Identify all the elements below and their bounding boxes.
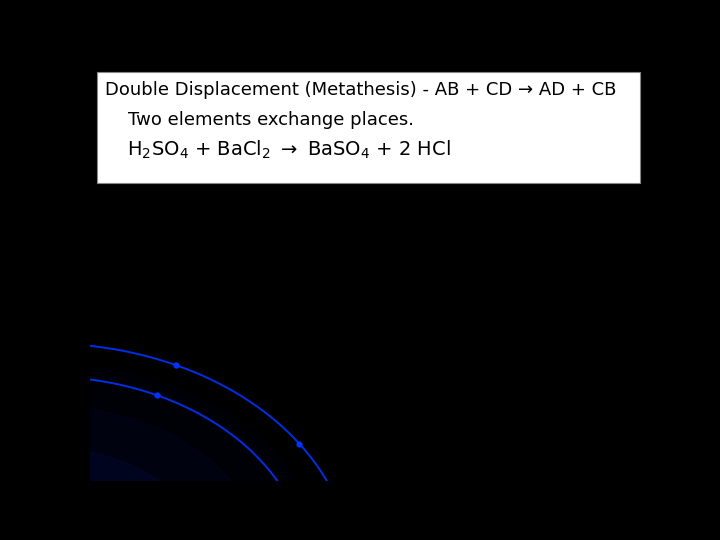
Circle shape — [0, 535, 96, 540]
Circle shape — [0, 510, 129, 540]
Text: $\mathregular{H_2SO_4}$ + BaCl$\mathregular{_2}$ $\rightarrow$ BaSO$\mathregular: $\mathregular{H_2SO_4}$ + BaCl$\mathregu… — [127, 139, 451, 161]
Circle shape — [0, 406, 269, 540]
Text: Two elements exchange places.: Two elements exchange places. — [105, 111, 414, 129]
FancyBboxPatch shape — [96, 72, 640, 183]
Text: Double Displacement (Metathesis) - AB + CD → AD + CB: Double Displacement (Metathesis) - AB + … — [105, 81, 616, 99]
Circle shape — [0, 481, 168, 540]
Circle shape — [0, 447, 213, 540]
